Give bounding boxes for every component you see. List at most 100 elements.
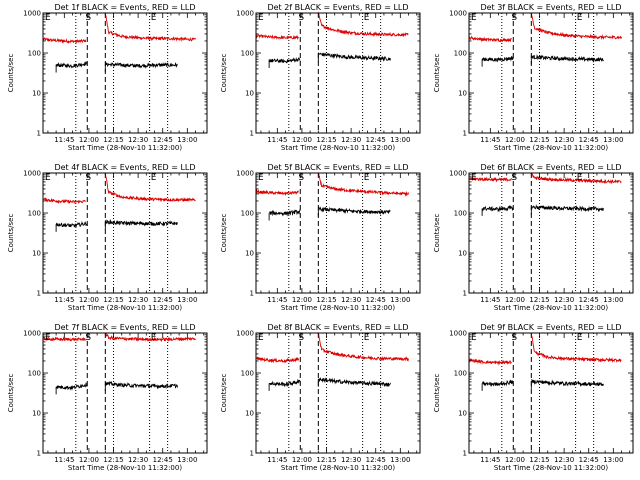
lld-series-line (318, 172, 409, 197)
lld-series-line (530, 332, 622, 363)
y-tick-label: 1 (463, 450, 467, 458)
panel-title: Det 7f BLACK = Events, RED = LLD (54, 323, 195, 332)
y-tick-label: 100 (454, 210, 467, 218)
x-tick-label: 12:45 (579, 136, 599, 144)
y-tick-label: 100 (28, 370, 41, 378)
y-tick-label: 100 (28, 210, 41, 218)
y-tick-label: 1000 (236, 330, 254, 338)
events-series-line (55, 382, 88, 391)
y-axis-label: Counts/sec (7, 374, 15, 413)
y-tick-label: 1000 (449, 170, 467, 178)
events-series-line (55, 61, 88, 69)
x-tick-label: 13:00 (390, 456, 410, 464)
x-tick-label: 13:00 (177, 136, 197, 144)
panel-det-1: Det 1f BLACK = Events, RED = LLD 1 10 100 10… (7, 3, 208, 152)
x-tick-label: 12:00 (79, 296, 99, 304)
events-series-line (481, 204, 514, 213)
x-axis-label: Start Time (28-Nov-10 11:32:00) (281, 144, 395, 152)
events-series-line (268, 378, 301, 388)
events-series-line (104, 380, 178, 390)
marker-e-2: E (577, 333, 583, 343)
lld-series-line (531, 172, 622, 185)
marker-e-2: E (151, 333, 157, 343)
panel-title: Det 5f BLACK = Events, RED = LLD (267, 163, 408, 172)
x-tick-label: 12:15 (316, 456, 336, 464)
y-tick-label: 10 (458, 410, 467, 418)
x-tick-label: 12:15 (103, 456, 123, 464)
lld-series-line (255, 356, 300, 364)
x-tick-label: 12:45 (579, 296, 599, 304)
y-tick-label: 1 (37, 130, 41, 138)
x-tick-label: 13:00 (390, 136, 410, 144)
x-tick-label: 11:45 (480, 296, 500, 304)
y-tick-label: 1000 (23, 10, 41, 18)
plot-frame (42, 332, 208, 454)
x-tick-label: 12:15 (529, 296, 549, 304)
events-series-line (530, 204, 604, 213)
marker-s-1: S (511, 13, 517, 23)
panel-det-6: Det 6f BLACK = Events, RED = LLD 1 10 100 10… (433, 163, 634, 312)
x-tick-label: 12:30 (554, 136, 574, 144)
x-axis-label: Start Time (28-Nov-10 11:32:00) (68, 304, 182, 312)
x-tick-label: 12:15 (529, 136, 549, 144)
lld-series-line (42, 196, 86, 205)
y-tick-label: 1 (250, 450, 254, 458)
x-tick-label: 12:45 (366, 456, 386, 464)
lld-series-line (255, 188, 299, 197)
x-axis-label: Start Time (28-Nov-10 11:32:00) (281, 304, 395, 312)
y-axis-label: Counts/sec (7, 54, 15, 93)
y-tick-label: 1000 (236, 10, 254, 18)
y-tick-label: 10 (32, 250, 41, 258)
marker-s-1: S (511, 333, 517, 343)
x-tick-label: 11:45 (480, 136, 500, 144)
x-tick-label: 12:00 (292, 296, 312, 304)
marker-s-1: S (85, 13, 91, 23)
plot-frame (255, 12, 421, 134)
marker-s-1: S (511, 173, 517, 183)
panel-det-8: Det 8f BLACK = Events, RED = LLD 1 10 100 10… (220, 323, 421, 472)
panel-title: Det 6f BLACK = Events, RED = LLD (480, 163, 621, 172)
x-tick-label: 13:00 (177, 456, 197, 464)
y-tick-label: 1 (37, 450, 41, 458)
x-tick-label: 12:45 (153, 456, 173, 464)
x-tick-label: 13:00 (390, 296, 410, 304)
y-axis-label: Counts/sec (433, 54, 441, 93)
x-tick-label: 13:00 (603, 456, 623, 464)
panel-title: Det 3f BLACK = Events, RED = LLD (480, 3, 621, 12)
marker-s-1: S (298, 13, 304, 23)
x-tick-label: 11:45 (480, 456, 500, 464)
y-tick-label: 1 (463, 130, 467, 138)
x-tick-label: 12:45 (579, 456, 599, 464)
y-tick-label: 1000 (23, 170, 41, 178)
marker-e-0: E (45, 333, 51, 343)
y-tick-label: 100 (241, 370, 254, 378)
x-tick-label: 12:30 (554, 296, 574, 304)
x-tick-label: 12:00 (505, 136, 525, 144)
events-series-line (317, 377, 391, 388)
plot-frame (468, 332, 634, 454)
x-tick-label: 11:45 (267, 296, 287, 304)
lld-series-line (468, 176, 513, 183)
panel-det-5: Det 5f BLACK = Events, RED = LLD 1 10 100 10… (220, 163, 421, 312)
marker-e-2: E (151, 13, 157, 23)
y-tick-label: 1000 (236, 170, 254, 178)
panel-title: Det 4f BLACK = Events, RED = LLD (54, 163, 195, 172)
marker-e-0: E (45, 13, 51, 23)
lld-series-line (317, 11, 409, 38)
x-tick-label: 12:30 (128, 136, 148, 144)
x-tick-label: 13:00 (177, 296, 197, 304)
y-tick-label: 1 (250, 130, 254, 138)
x-tick-label: 13:00 (603, 136, 623, 144)
marker-e-2: E (151, 173, 157, 183)
plot-frame (255, 172, 421, 294)
x-tick-label: 12:00 (79, 456, 99, 464)
marker-s-1: S (298, 173, 304, 183)
marker-s-1: S (85, 333, 91, 343)
x-tick-label: 11:45 (54, 136, 74, 144)
events-series-line (268, 208, 301, 217)
events-series-line (317, 206, 391, 216)
x-tick-label: 12:45 (153, 296, 173, 304)
y-axis-label: Counts/sec (220, 374, 228, 413)
x-axis-label: Start Time (28-Nov-10 11:32:00) (494, 464, 608, 472)
